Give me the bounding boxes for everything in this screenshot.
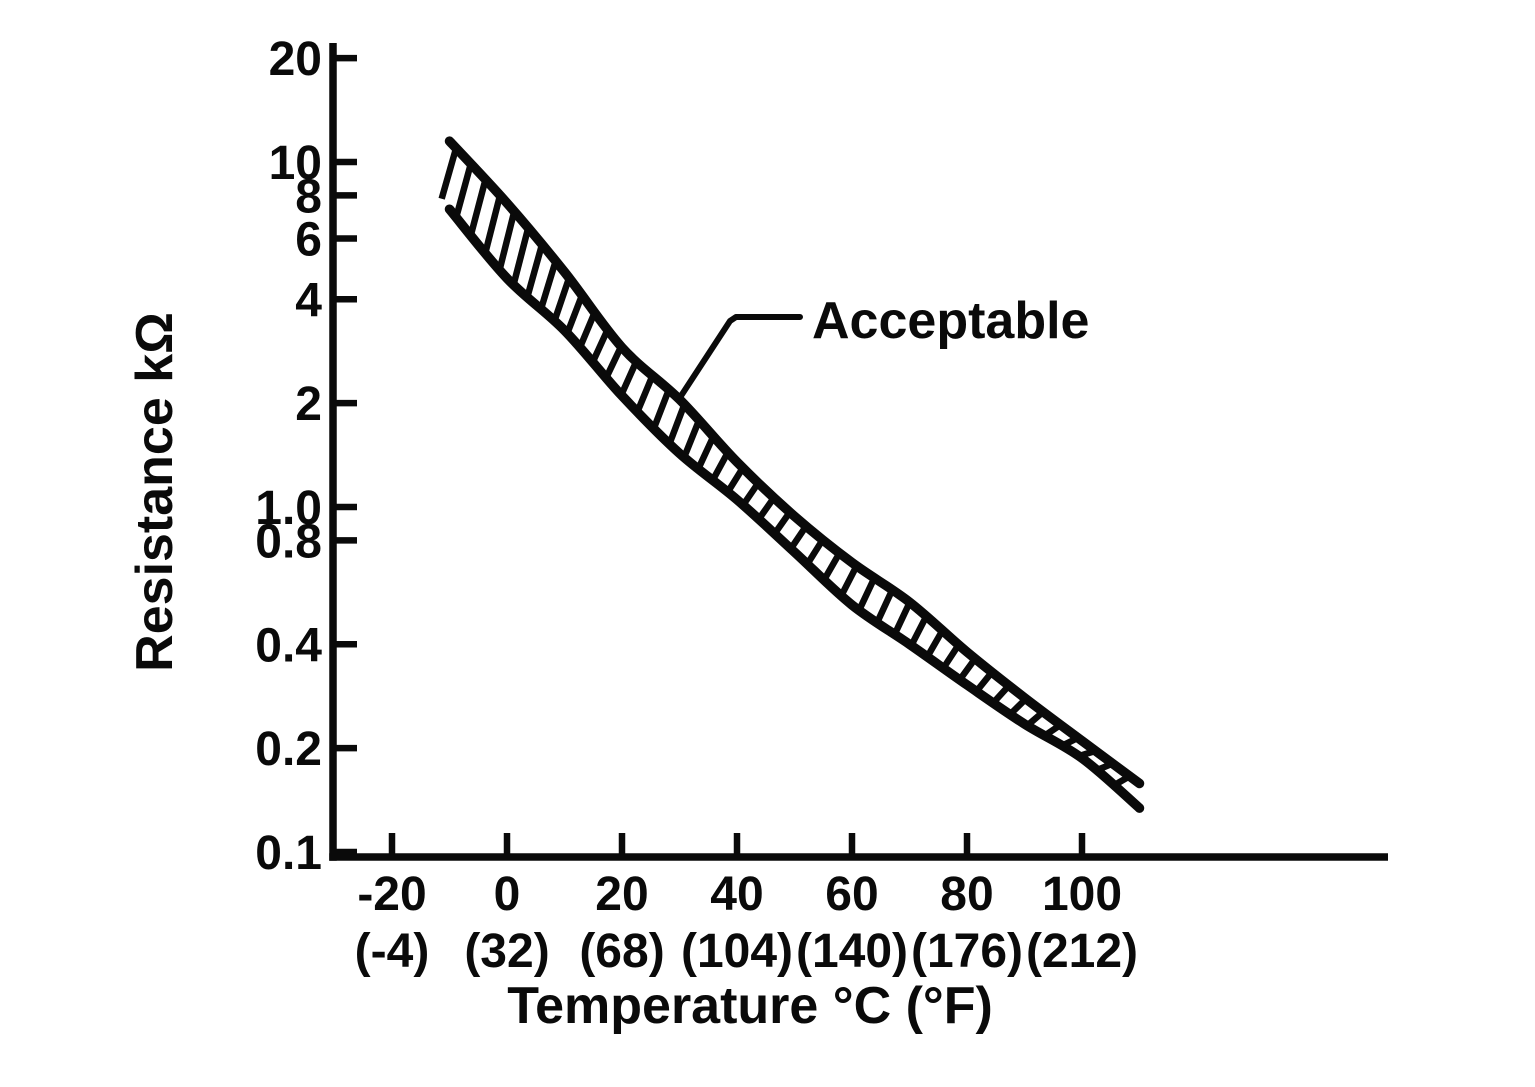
band-hatch-mark [510, 228, 532, 285]
lower-limit-curve [444, 204, 1145, 813]
x-tick-label-fahrenheit: (104) [681, 925, 793, 978]
annotation-acceptable-label: Acceptable [812, 292, 1089, 350]
band-hatch-mark [740, 482, 761, 507]
band-hatch-mark [695, 436, 716, 470]
band-hatch-mark [651, 389, 672, 429]
band-hatch-mark [924, 630, 945, 658]
band-hatch-mark [524, 244, 545, 297]
x-tick-label-fahrenheit: (68) [579, 925, 664, 978]
band-hatch-mark [496, 212, 518, 270]
band-hatch-mark [838, 565, 859, 597]
band-hatch-mark [589, 329, 610, 364]
band-hatch-mark [892, 602, 913, 635]
upper-limit-curve [444, 136, 1145, 789]
band-hatch-mark [564, 295, 585, 334]
band-hatch-mark [788, 525, 808, 550]
band-hatch-mark [974, 671, 994, 693]
band-hatch-mark [991, 684, 1011, 705]
band-hatch-mark [1043, 723, 1061, 738]
x-tick-label-fahrenheit: (32) [464, 925, 549, 978]
x-tick-label-fahrenheit: (-4) [355, 925, 430, 978]
band-hatch-mark [1008, 697, 1028, 717]
x-tick-label-celsius: 40 [710, 868, 763, 921]
x-axis-title: Temperature °C (°F) [507, 977, 993, 1035]
y-tick-label: 0.4 [255, 619, 322, 672]
band-hatch-mark [438, 148, 459, 200]
band-hatch-mark [710, 452, 730, 482]
x-tick-label-fahrenheit: (176) [911, 925, 1023, 978]
band-hatch-mark [856, 578, 877, 611]
y-tick-label: 6 [295, 214, 322, 267]
band-hatch-mark [551, 278, 572, 322]
annotation-leader-line [676, 314, 803, 402]
band-hatch-mark [634, 375, 655, 412]
band-hatch-mark [1025, 710, 1045, 728]
acceptable-band [438, 136, 1145, 813]
y-tick-label: 0.1 [255, 827, 322, 880]
band-hatch-mark [681, 420, 702, 458]
band-hatch-mark [538, 261, 559, 310]
band-hatch-mark [725, 467, 745, 494]
band-hatch-mark [618, 361, 639, 396]
y-tick-label: 0.8 [255, 515, 322, 568]
band-hatch-mark [805, 539, 825, 566]
y-tick-label: 20 [269, 33, 322, 86]
band-hatch-mark [957, 658, 977, 682]
x-tick-label-celsius: 20 [595, 868, 648, 921]
axes [329, 43, 1388, 861]
x-tick-label-celsius: 80 [940, 868, 993, 921]
band-hatch-mark [1112, 774, 1130, 788]
band-hatch-mark [453, 164, 474, 218]
y-tick-label: 0.2 [255, 723, 322, 776]
band-hatch-mark [772, 511, 792, 536]
band-hatch-mark [1078, 748, 1095, 759]
tick-labels: 201086421.00.80.40.20.1-20(-4)0(32)20(68… [255, 33, 1138, 978]
y-tick-label: 1.0 [255, 482, 322, 535]
y-tick-label: 10 [269, 137, 322, 190]
band-hatch-mark [756, 497, 776, 521]
band-hatch-mark [482, 196, 503, 253]
y-axis-title: Resistance kΩ [126, 312, 184, 672]
band-hatch-mark [666, 404, 687, 444]
x-tick-label-celsius: 60 [825, 868, 878, 921]
x-tick-label-fahrenheit: (140) [796, 925, 908, 978]
band-hatch-mark [1060, 735, 1078, 749]
y-tick-label: 4 [295, 274, 322, 327]
x-tick-label-fahrenheit: (212) [1026, 925, 1138, 978]
x-tick-label-celsius: 0 [494, 868, 521, 921]
band-hatch-mark [908, 615, 929, 647]
y-tick-label: 2 [295, 378, 322, 431]
band-hatch-mark [603, 346, 624, 379]
band-hatch-mark [467, 180, 489, 235]
band-hatch-mark [577, 312, 598, 349]
x-tick-label-celsius: -20 [357, 868, 426, 921]
band-hatch-mark [1095, 761, 1113, 774]
x-tick-label-celsius: 100 [1042, 868, 1122, 921]
band-hatch-mark [941, 644, 961, 670]
y-tick-label: 8 [295, 170, 322, 223]
band-hatch-mark [821, 552, 842, 581]
band-hatch-mark [874, 589, 895, 623]
